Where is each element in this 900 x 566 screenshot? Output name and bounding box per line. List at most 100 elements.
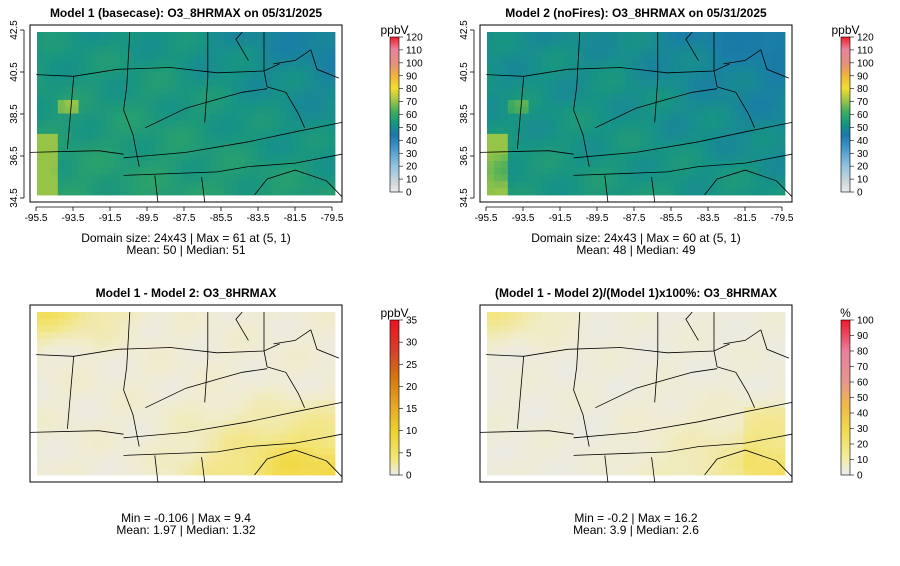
colorbar-tick-label: 25 xyxy=(406,360,418,371)
colorbar-tick-label: 30 xyxy=(857,149,869,160)
colorbar-tick-label: 10 xyxy=(406,175,418,186)
data-raster xyxy=(37,32,336,196)
panel-title: Model 2 (noFires): O3_8HRMAX on 05/31/20… xyxy=(505,6,767,20)
colorbar-tick-label: 90 xyxy=(857,71,869,82)
panel-stats: Mean: 48 | Median: 49 xyxy=(576,243,696,257)
map-panel-p2: Model 2 (noFires): O3_8HRMAX on 05/31/20… xyxy=(459,6,874,257)
colorbar-gradient xyxy=(840,36,851,193)
colorbar-tick-label: 60 xyxy=(857,110,869,121)
colorbar-unit: ppbV xyxy=(380,23,408,37)
y-tick-label: 38.5 xyxy=(9,104,20,124)
y-tick-label: 40.5 xyxy=(9,62,20,82)
x-tick-label: -89.5 xyxy=(136,213,159,224)
map-panel-p1: Model 1 (basecase): O3_8HRMAX on 05/31/2… xyxy=(9,6,423,257)
colorbar-tick-label: 0 xyxy=(406,188,412,199)
colorbar-tick-label: 40 xyxy=(406,136,418,147)
y-tick-label: 42.5 xyxy=(459,20,470,40)
panel-stats: Min = -0.106 | Max = 9.4 xyxy=(121,511,251,525)
panel-stats: Mean: 50 | Median: 51 xyxy=(126,243,246,257)
colorbar-tick-label: 5 xyxy=(406,448,412,459)
colorbar-tick-label: 50 xyxy=(857,393,869,404)
colorbar-tick-label: 100 xyxy=(857,316,874,327)
x-tick-label: -79.5 xyxy=(321,213,344,224)
panel-title: Model 1 (basecase): O3_8HRMAX on 05/31/2… xyxy=(50,6,322,20)
colorbar-gradient xyxy=(840,319,851,476)
y-tick-label: 36.5 xyxy=(459,146,470,166)
state-boundaries xyxy=(29,311,343,483)
colorbar-tick-label: 0 xyxy=(857,188,863,199)
panel-stats: Domain size: 24x43 | Max = 61 at (5, 1) xyxy=(81,231,291,245)
map-axes: -95.5 -93.5 -91.5 -89.5 -87.5 -85.5 -83.5 -81.5… xyxy=(9,20,344,224)
x-tick-label: -93.5 xyxy=(512,213,535,224)
x-tick-label: -89.5 xyxy=(586,213,609,224)
colorbar-gradient xyxy=(389,319,400,476)
y-tick-label: 34.5 xyxy=(459,188,470,208)
colorbar-tick-label: 80 xyxy=(857,347,869,358)
colorbar: ppbV 0 5 10 15 20 25 30 35 xyxy=(380,306,417,482)
plot-frame xyxy=(479,304,793,483)
colorbar-tick-label: 70 xyxy=(406,97,418,108)
colorbar: % 0 10 20 30 40 50 60 70 80 90 100 xyxy=(840,306,874,482)
colorbar-tick-label: 80 xyxy=(406,84,418,95)
x-tick-label: -91.5 xyxy=(549,213,572,224)
colorbar-unit: % xyxy=(840,306,851,320)
x-tick-label: -87.5 xyxy=(173,213,196,224)
x-tick-label: -83.5 xyxy=(697,213,720,224)
colorbar-tick-label: 80 xyxy=(857,84,869,95)
data-raster xyxy=(487,312,786,476)
colorbar-tick-label: 60 xyxy=(857,378,869,389)
colorbar-tick-label: 90 xyxy=(406,71,418,82)
data-raster xyxy=(37,312,336,476)
state-boundaries xyxy=(479,311,793,483)
colorbar-tick-label: 35 xyxy=(406,316,418,327)
colorbar-tick-label: 120 xyxy=(406,33,423,44)
colorbar-tick-label: 10 xyxy=(406,426,418,437)
colorbar-tick-label: 20 xyxy=(857,162,869,173)
x-tick-label: -79.5 xyxy=(771,213,794,224)
colorbar-tick-label: 40 xyxy=(857,409,869,420)
y-tick-label: 40.5 xyxy=(459,62,470,82)
x-tick-label: -95.5 xyxy=(475,213,498,224)
colorbar-tick-label: 70 xyxy=(857,97,869,108)
colorbar-gradient xyxy=(389,36,400,193)
colorbar-tick-label: 10 xyxy=(857,175,869,186)
colorbar-unit: ppbV xyxy=(831,23,859,37)
x-tick-label: -87.5 xyxy=(623,213,646,224)
colorbar-tick-label: 100 xyxy=(857,58,874,69)
x-tick-label: -83.5 xyxy=(247,213,270,224)
map-panel-p4: (Model 1 - Model 2)/(Model 1)x100%: O3_8… xyxy=(479,286,874,537)
plot-frame xyxy=(29,304,343,483)
panel-title: Model 1 - Model 2: O3_8HRMAX xyxy=(96,286,277,300)
colorbar-tick-label: 50 xyxy=(857,123,869,134)
colorbar-tick-label: 30 xyxy=(857,424,869,435)
x-tick-label: -85.5 xyxy=(210,213,233,224)
colorbar-tick-label: 30 xyxy=(406,149,418,160)
y-tick-label: 36.5 xyxy=(9,146,20,166)
y-tick-label: 42.5 xyxy=(9,20,20,40)
colorbar-tick-label: 15 xyxy=(406,404,418,415)
data-raster xyxy=(487,32,786,196)
colorbar-tick-label: 70 xyxy=(857,362,869,373)
state-boundaries xyxy=(29,31,343,203)
colorbar-tick-label: 100 xyxy=(406,58,423,69)
plot-frame xyxy=(479,24,793,203)
colorbar-tick-label: 110 xyxy=(406,45,422,56)
map-panel-p3: Model 1 - Model 2: O3_8HRMAX Min = -0.106… xyxy=(29,286,418,537)
panel-stats: Mean: 1.97 | Median: 1.32 xyxy=(116,523,256,537)
x-tick-label: -95.5 xyxy=(25,213,48,224)
plot-frame xyxy=(29,24,343,203)
panel-title: (Model 1 - Model 2)/(Model 1)x100%: O3_8… xyxy=(495,286,777,300)
colorbar-tick-label: 0 xyxy=(857,471,863,482)
colorbar-tick-label: 50 xyxy=(406,123,418,134)
colorbar-tick-label: 60 xyxy=(406,110,418,121)
colorbar-tick-label: 10 xyxy=(857,455,869,466)
colorbar-tick-label: 20 xyxy=(406,382,418,393)
colorbar-tick-label: 20 xyxy=(857,440,869,451)
colorbar-tick-label: 0 xyxy=(406,471,412,482)
y-tick-label: 38.5 xyxy=(459,104,470,124)
colorbar-unit: ppbV xyxy=(380,306,408,320)
panel-stats: Domain size: 24x43 | Max = 60 at (5, 1) xyxy=(531,231,741,245)
